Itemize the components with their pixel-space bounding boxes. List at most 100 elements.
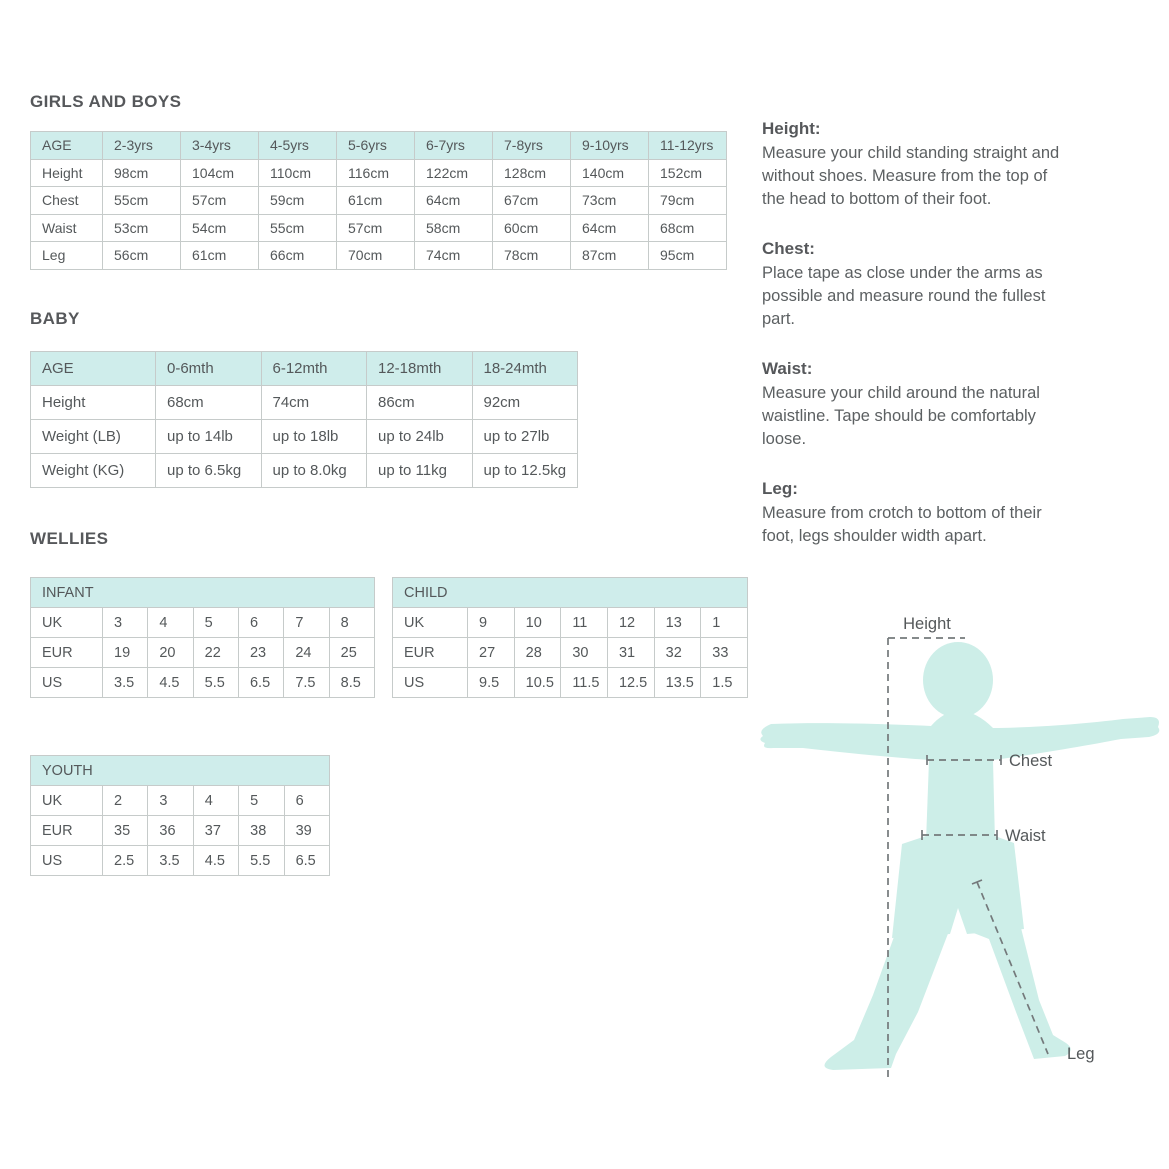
row-label: Height <box>30 385 156 420</box>
cell: 78cm <box>492 241 571 270</box>
row-label: US <box>392 667 468 698</box>
row-label: Weight (LB) <box>30 419 156 454</box>
leg-tick-top <box>971 879 983 885</box>
cell: up to 12.5kg <box>471 453 578 488</box>
cell: 2.5 <box>101 845 149 876</box>
wellies-child-table-title: CHILD <box>392 577 748 608</box>
figure-leg-label: Leg <box>1067 1045 1095 1063</box>
cell: 110cm <box>258 158 337 187</box>
figure-silhouette <box>760 642 1160 1070</box>
cell: 27 <box>467 637 515 668</box>
cell: 1.5 <box>700 667 748 698</box>
row-label: UK <box>392 607 468 638</box>
cell: 92cm <box>471 385 578 420</box>
header-cell: 6-7yrs <box>414 131 493 160</box>
table-row: Waist 53cm 54cm 55cm 57cm 58cm 60cm 64cm 68cm <box>30 213 727 242</box>
cell: 8.5 <box>328 667 376 698</box>
wellies-heading: WELLIES <box>30 529 109 548</box>
cell: 25 <box>328 637 376 668</box>
cell: 55cm <box>102 186 181 215</box>
girls-boys-size-table: AGE 2-3yrs 3-4yrs 4-5yrs 5-6yrs 6-7yrs 7-8yrs 9… <box>30 131 727 270</box>
cell: 4.5 <box>147 667 194 698</box>
header-cell: 0-6mth <box>155 351 262 386</box>
baby-size-table-grid: AGE 0-6mth 6-12mth 12-18mth 18-24mth Height 68… <box>30 351 578 488</box>
table-row: UK 9 10 11 12 13 1 <box>392 607 748 638</box>
guide-label-leg: Leg: <box>762 479 798 498</box>
cell: 104cm <box>180 158 259 187</box>
figure-head <box>923 642 993 718</box>
cell: 6.5 <box>283 845 331 876</box>
row-label: UK <box>30 785 103 816</box>
guide-text-chest: Place tape as close under the arms as po… <box>762 264 1046 328</box>
row-label: Height <box>30 158 103 187</box>
header-cell: AGE <box>30 351 156 386</box>
cell: 53cm <box>102 213 181 242</box>
cell: 68cm <box>155 385 262 420</box>
figure-height-label: Height <box>903 615 951 633</box>
cell: 5.5 <box>238 845 285 876</box>
cell: 60cm <box>492 213 571 242</box>
table-row: US 9.5 10.5 11.5 12.5 13.5 1.5 <box>392 667 748 698</box>
table-row: Height 68cm 74cm 86cm 92cm <box>30 385 578 420</box>
cell: 4 <box>147 607 194 638</box>
cell: 56cm <box>102 241 181 270</box>
cell: 57cm <box>180 186 259 215</box>
row-label: UK <box>30 607 103 638</box>
cell: 9.5 <box>467 667 515 698</box>
cell: 6 <box>283 785 331 816</box>
cell: 5 <box>238 785 285 816</box>
guide-section-leg: Leg: Measure from crotch to bottom of th… <box>762 479 1069 548</box>
cell: 140cm <box>570 158 649 187</box>
cell: 10.5 <box>513 667 562 698</box>
header-cell: 12-18mth <box>366 351 473 386</box>
row-label: Chest <box>30 186 103 215</box>
header-cell: 5-6yrs <box>336 131 415 160</box>
cell: 12 <box>606 607 655 638</box>
cell: 152cm <box>648 158 727 187</box>
guide-label-chest: Chest: <box>762 239 815 258</box>
cell: 13.5 <box>653 667 702 698</box>
measuring-guide: Height: Measure your child standing stra… <box>762 119 1069 576</box>
cell: 3 <box>101 607 149 638</box>
cell: 64cm <box>570 213 649 242</box>
table-row: Weight (LB) up to 14lb up to 18lb up to 24l… <box>30 419 578 454</box>
row-label: Leg <box>30 241 103 270</box>
figure-left-leg <box>824 931 949 1070</box>
cell: 59cm <box>258 186 337 215</box>
table-row: EUR 27 28 30 31 32 33 <box>392 637 748 668</box>
cell: 7 <box>283 607 330 638</box>
cell: 58cm <box>414 213 493 242</box>
table-row: US 3.5 4.5 5.5 6.5 7.5 8.5 <box>30 667 376 698</box>
wellies-child-table: CHILD UK 9 10 11 12 13 1 EUR 27 28 30 31 32 33 US 9.5 10.… <box>392 577 748 698</box>
cell: 37 <box>192 815 240 846</box>
row-label: EUR <box>30 815 103 846</box>
header-cell: 11-12yrs <box>648 131 727 160</box>
cell: 86cm <box>366 385 473 420</box>
cell: 9 <box>467 607 515 638</box>
cell: 33 <box>700 637 748 668</box>
cell: up to 24lb <box>366 419 473 454</box>
cell: 61cm <box>336 186 415 215</box>
cell: 23 <box>237 637 285 668</box>
cell: 13 <box>653 607 702 638</box>
girls-boys-size-table-grid: AGE 2-3yrs 3-4yrs 4-5yrs 5-6yrs 6-7yrs 7-8yrs 9… <box>30 131 727 270</box>
cell: up to 27lb <box>471 419 578 454</box>
table-row: Leg 56cm 61cm 66cm 70cm 74cm 78cm 87cm 95cm <box>30 241 727 270</box>
header-cell: 9-10yrs <box>570 131 649 160</box>
cell: 2 <box>101 785 149 816</box>
cell: 30 <box>560 637 608 668</box>
baby-heading: BABY <box>30 309 80 328</box>
figure-shorts <box>892 836 1024 938</box>
cell: 24 <box>283 637 330 668</box>
wellies-youth-table-title: YOUTH <box>30 755 330 786</box>
cell: 28 <box>513 637 562 668</box>
row-label: US <box>30 845 103 876</box>
cell: 116cm <box>336 158 415 187</box>
cell: 1 <box>700 607 748 638</box>
cell: 3.5 <box>101 667 149 698</box>
cell: 38 <box>238 815 285 846</box>
header-cell: 7-8yrs <box>492 131 571 160</box>
table-row: EUR 35 36 37 38 39 <box>30 815 331 846</box>
cell: 64cm <box>414 186 493 215</box>
row-label: Weight (KG) <box>30 453 156 488</box>
